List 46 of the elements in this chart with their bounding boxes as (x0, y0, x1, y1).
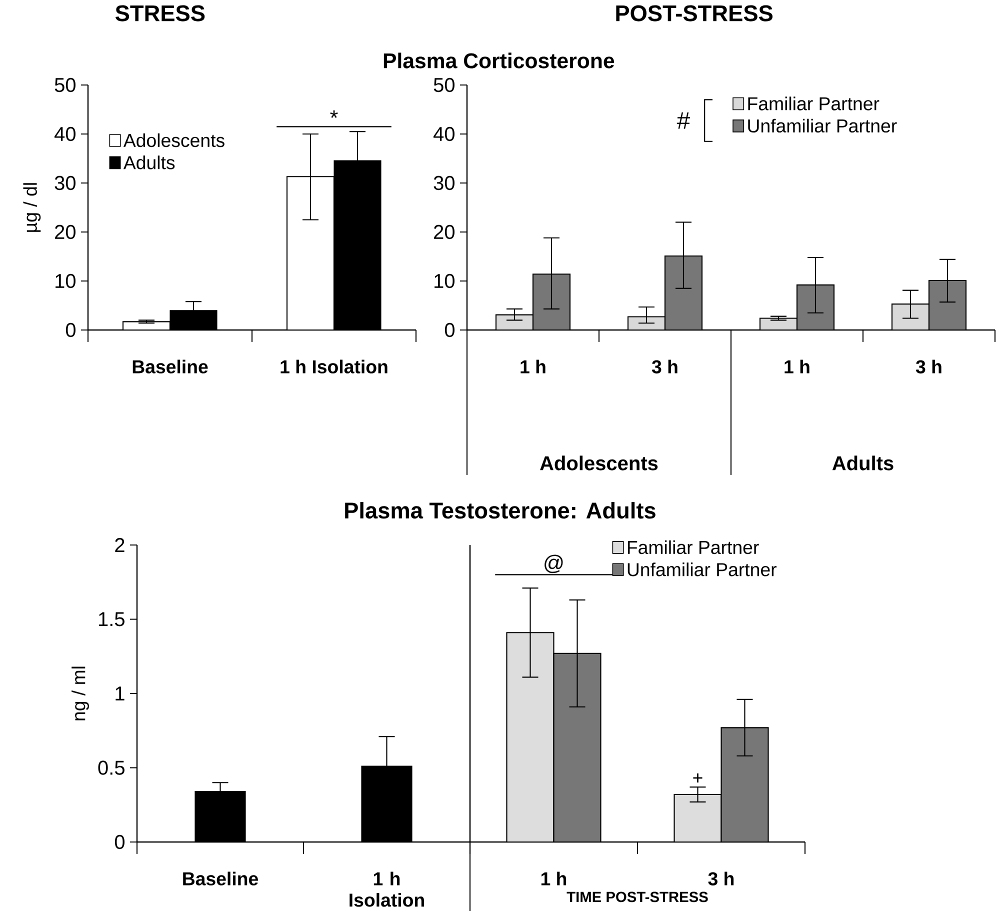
x-tick-label: 1 h (520, 360, 546, 374)
legend-label: Unfamiliar Partner (748, 118, 897, 133)
legend-label: Familiar Partner (628, 540, 759, 554)
y-tick-label: 0 (66, 322, 76, 338)
y-tick-label: 50 (54, 78, 76, 92)
y-tick-label: 0.5 (98, 760, 124, 775)
y-tick-label: 0 (114, 834, 124, 850)
legend-label: Adolescents (123, 133, 224, 148)
x-tick-label: Baseline (132, 360, 208, 374)
x-axis-title: TIME POST-STRESS (566, 892, 708, 902)
y-tick-label: 0 (444, 322, 454, 338)
y-tick-label: 10 (56, 274, 76, 288)
y-tick-label: 20 (55, 224, 76, 240)
y-tick-label: 1 (116, 686, 124, 700)
x-tick-label: 3 h (652, 360, 678, 374)
y-tick-label: 2 (115, 538, 124, 552)
chart-title: Plasma Testosterone: Adults (345, 502, 656, 519)
y-tick-label: 30 (434, 176, 454, 190)
x-tick-label: 1 h (784, 360, 810, 374)
y-tick-label: 40 (54, 126, 76, 142)
y-tick-label: 1.5 (99, 612, 124, 626)
annotation: # (676, 112, 690, 129)
legend-label: Familiar Partner (748, 96, 880, 110)
y-tick-label: 30 (54, 176, 76, 190)
x-tick-label: 1 h Isolation (280, 360, 388, 374)
text: Adults (832, 456, 894, 470)
y-tick-label: 10 (434, 274, 454, 288)
chart-subtitle: Plasma Corticosterone (384, 52, 614, 68)
y-tick-label: 50 (434, 78, 454, 92)
x-tick-label: 1 h (541, 872, 566, 886)
legend-label: Unfamiliar Partner (628, 562, 777, 576)
annotation: * (330, 110, 338, 118)
legend-label: Adults (123, 156, 175, 170)
chart-title: POST-STRESS (616, 5, 773, 22)
y-tick-label: 20 (434, 224, 454, 240)
x-tick-label: 1 h Isolation (350, 872, 424, 907)
annotation: @ (544, 554, 563, 574)
y-axis-title: ng / ml (72, 666, 89, 720)
text: Adolescents (540, 456, 658, 470)
x-tick-label: Baseline (183, 872, 258, 886)
chart-title: STRESS (115, 5, 205, 22)
x-tick-label: 3 h (708, 872, 734, 886)
x-tick-label: 3 h (916, 360, 942, 374)
y-tick-label: 40 (434, 126, 454, 142)
y-axis-title: µg / dl (23, 183, 41, 232)
annotation: + (693, 773, 702, 782)
